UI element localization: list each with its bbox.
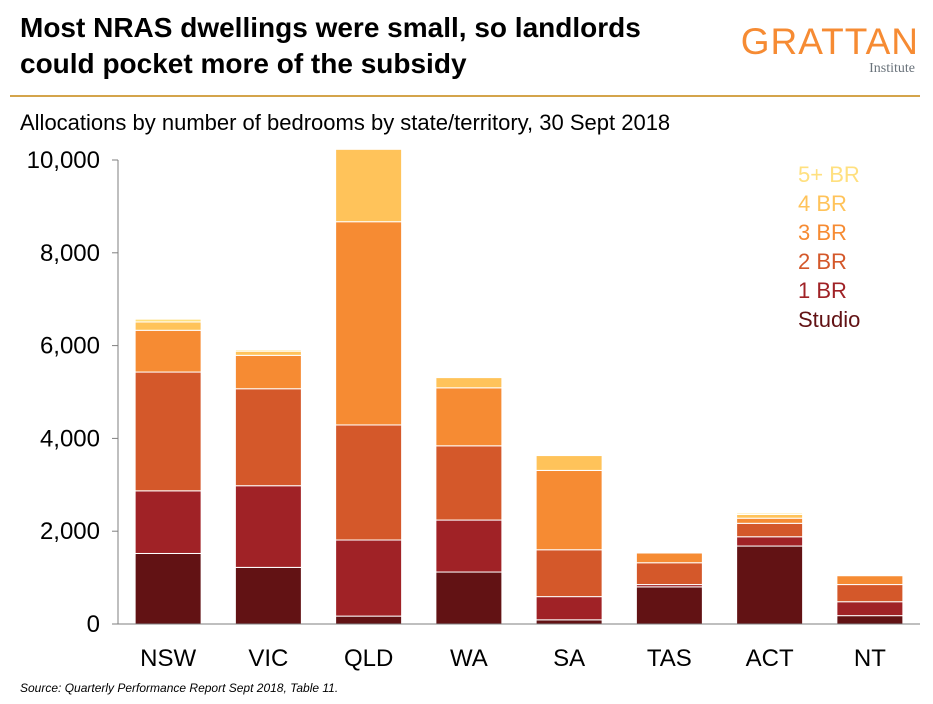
bar-segment-nsw-2br [134,371,202,492]
bar-segment-nt-1br [836,601,904,617]
bar-segment-nt-3br [836,575,904,586]
y-tick-label: 2,000 [40,518,100,545]
x-tick-label: QLD [344,645,393,672]
bar-segment-wa-4br [435,377,503,389]
bar-segment-wa-studio [435,571,503,625]
legend-item: 1 BR [798,278,847,303]
bar-group [134,148,904,625]
bar-segment-nt-studio [836,615,904,625]
y-tick-label: 10,000 [27,147,100,174]
y-tick-label: 4,000 [40,425,100,452]
y-tick-label: 6,000 [40,333,100,360]
x-tick-label: SA [553,645,585,672]
bar-segment-qld-1br [335,539,403,617]
bar-segment-wa-1br [435,519,503,573]
bar-segment-qld-4br [335,148,403,223]
bar-segment-act-studio [736,545,804,625]
legend-item: 5+ BR [798,162,860,187]
bar-segment-tas-3br [635,552,703,564]
legend-item: Studio [798,307,860,332]
bar-segment-vic-3br [234,354,302,390]
bar-segment-qld-3br [335,221,403,426]
x-tick-label: WA [450,645,488,672]
bar-segment-nsw-4br [134,321,202,331]
bar-segment-nt-2br [836,584,904,603]
bar-segment-act-4br [736,513,804,519]
logo-subtitle: Institute [869,61,915,76]
chart-subtitle: Allocations by number of bedrooms by sta… [20,110,671,135]
chart-title-line-2: could pocket more of the subsidy [20,48,467,79]
legend-item: 4 BR [798,191,847,216]
x-tick-label: ACT [746,645,794,672]
bar-segment-nsw-5br [134,318,202,323]
bar-segment-qld-studio [335,615,403,625]
bar-segment-sa-studio [535,619,603,625]
legend-item: 2 BR [798,249,847,274]
bar-segment-sa-3br [535,469,603,551]
bar-segment-wa-2br [435,445,503,521]
bar-segment-act-3br [736,517,804,524]
bar-segment-nsw-1br [134,490,202,554]
x-tick-label: VIC [248,645,288,672]
bar-segment-sa-4br [535,455,603,471]
y-axis: 0 2,000 4,000 6,000 8,000 10,000 [27,147,119,638]
bar-segment-sa-2br [535,549,603,598]
grattan-logo: GRATTAN Institute [729,22,919,76]
bar-segment-vic-2br [234,388,302,487]
y-tick-label: 0 [87,611,100,638]
chart-title-line-1: Most NRAS dwellings were small, so landl… [20,12,641,43]
source-note: Source: Quarterly Performance Report Sep… [20,681,339,695]
x-tick-label: TAS [647,645,692,672]
bar-segment-act-1br [736,536,804,547]
bar-segment-act-2br [736,522,804,538]
bar-segment-tas-2br [635,562,703,586]
logo-wordmark: GRATTAN [740,21,919,62]
x-tick-label: NT [854,645,886,672]
legend-item: 3 BR [798,220,847,245]
bar-segment-vic-1br [234,485,302,568]
bar-segment-nsw-studio [134,552,202,625]
bar-segment-tas-studio [635,586,703,625]
bar-segment-vic-studio [234,566,302,625]
legend: 5+ BR 4 BR 3 BR 2 BR 1 BR Studio [798,162,860,332]
bar-segment-nsw-3br [134,329,202,373]
bar-segment-wa-3br [435,387,503,447]
bar-segment-qld-2br [335,424,403,541]
bar-segment-vic-4br [234,350,302,356]
bar-segment-act-5br [736,512,804,515]
y-tick-label: 8,000 [40,240,100,267]
header-divider [10,95,920,97]
bar-segment-vic-5br [234,349,302,352]
chart-title: Most NRAS dwellings were small, so landl… [20,10,740,82]
x-axis: NSW VIC QLD WA SA TAS ACT NT [118,623,920,672]
bar-segment-sa-1br [535,596,603,621]
x-tick-label: NSW [140,645,196,672]
